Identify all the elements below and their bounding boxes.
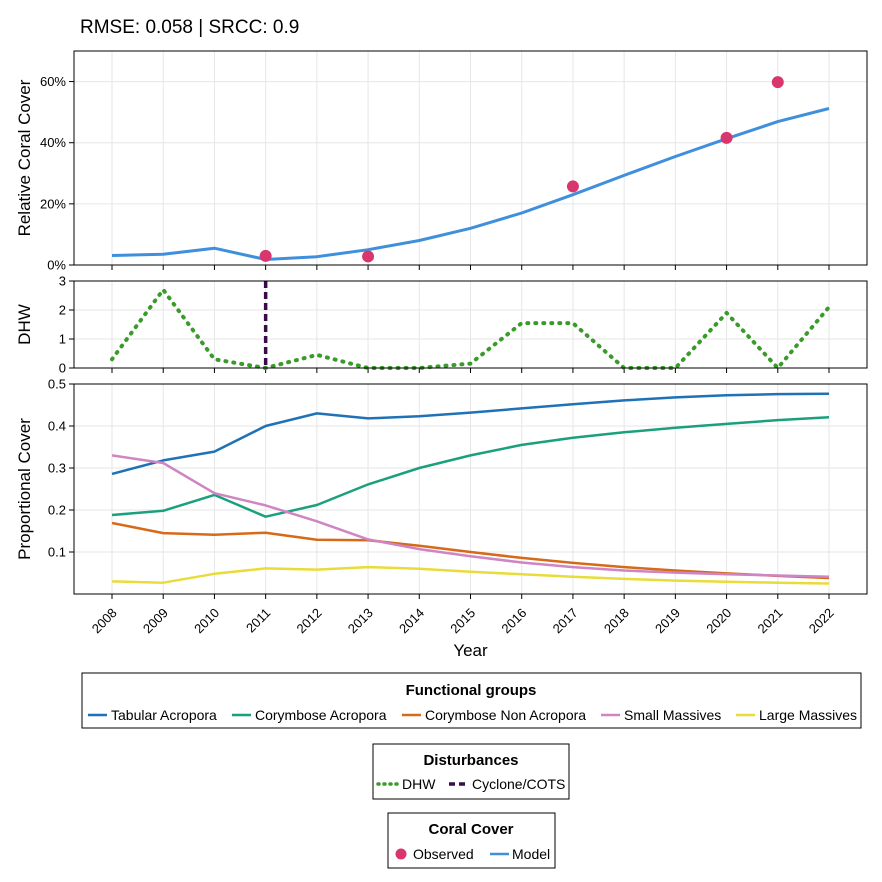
y-tick-label: 40% <box>40 135 66 150</box>
disturbances-legend-title: Disturbances <box>423 752 518 769</box>
series-line-small-massives <box>111 454 830 579</box>
legend-label-dhw: DHW <box>402 776 436 792</box>
legend-label-cyclone-cots: Cyclone/COTS <box>472 776 565 792</box>
x-tick-label: 2011 <box>243 605 273 635</box>
legend-label-observed: Observed <box>413 846 474 862</box>
legend-swatch-observed <box>395 848 407 860</box>
y-tick-label: 3 <box>59 274 66 289</box>
y-tick-label: 20% <box>40 196 66 211</box>
series-line-corymbose-acropora <box>111 415 830 518</box>
y-axis-label: Proportional Cover <box>15 418 34 560</box>
x-tick-label: 2008 <box>89 605 120 636</box>
series-line-model <box>111 107 830 261</box>
x-tick-label: 2010 <box>191 605 222 636</box>
plot-frame <box>73 50 868 266</box>
legend-label-large-massives: Large Massives <box>759 707 857 723</box>
y-tick-label: 0.1 <box>48 545 66 560</box>
x-tick-label: 2016 <box>498 605 529 636</box>
y-tick-label: 0.3 <box>48 461 66 476</box>
grid-1 <box>74 280 867 369</box>
legend-label-corymbose-non-acropora: Corymbose Non Acropora <box>425 707 586 723</box>
x-tick-label: 2021 <box>755 605 786 636</box>
y-tick-label: 0.5 <box>48 377 66 392</box>
x-tick-label: 2018 <box>601 605 632 636</box>
grid-2 <box>74 383 867 594</box>
observed-point <box>720 131 733 144</box>
series-line-large-massives <box>111 565 830 585</box>
disturbances-legend: Disturbances DHW Cyclone/COTS <box>372 743 570 800</box>
y-tick-label: 0% <box>47 258 66 273</box>
coral-cover-legend: Coral Cover Observed Model <box>387 812 556 869</box>
proportional-cover-panel: 0.1 0.2 0.3 0.4 0.5 Proportional Cover 2008 200… <box>15 377 868 660</box>
legend-label-small-massives: Small Massives <box>624 707 721 723</box>
coral-cover-legend-title: Coral Cover <box>428 821 513 838</box>
series-line-tabular-acropora <box>111 392 830 476</box>
x-tick-label: 2017 <box>550 605 581 636</box>
y-tick-label: 0.2 <box>48 503 66 518</box>
y-tick-label: 0.4 <box>48 419 66 434</box>
functional-groups-legend-title: Functional groups <box>406 682 537 699</box>
metrics-title: RMSE: 0.058 | SRCC: 0.9 <box>80 17 299 38</box>
observed-point <box>771 76 784 89</box>
plot-frame <box>73 280 868 369</box>
x-tick-label: 2015 <box>447 605 478 636</box>
observed-point <box>566 180 579 193</box>
observed-point <box>259 249 272 262</box>
y-axis-label: Relative Coral Cover <box>15 79 34 236</box>
x-tick-label: 2012 <box>294 605 325 636</box>
x-axis-label: Year <box>453 641 488 660</box>
grid-0 <box>74 51 867 266</box>
x-tick-label: 2022 <box>806 605 837 636</box>
y-tick-label: 0 <box>59 361 66 376</box>
y-axis-label: DHW <box>15 304 34 345</box>
observed-point <box>362 250 375 263</box>
plot-frame <box>73 383 868 595</box>
functional-groups-legend: Functional groups Tabular Acropora Corym… <box>81 672 862 729</box>
x-tick-label: 2009 <box>140 605 171 636</box>
dhw-panel: 0 1 2 3 DHW <box>15 274 868 376</box>
x-tick-label: 2014 <box>396 605 427 636</box>
legend-label-model: Model <box>512 846 550 862</box>
x-tick-label: 2013 <box>345 605 376 636</box>
legend-label-corymbose-acropora: Corymbose Acropora <box>255 707 387 723</box>
legend-label-tabular-acropora: Tabular Acropora <box>111 707 217 723</box>
relative-cover-panel: 0% 20% 40% 60% Relative Coral Cover <box>15 50 868 273</box>
y-tick-label: 1 <box>59 332 66 347</box>
x-tick-label: 2020 <box>703 605 734 636</box>
y-tick-label: 2 <box>59 303 66 318</box>
series-line-dhw <box>110 287 831 370</box>
y-tick-label: 60% <box>40 74 66 89</box>
x-tick-label: 2019 <box>652 605 683 636</box>
series-line-corymbose-non-acropora <box>111 521 830 580</box>
